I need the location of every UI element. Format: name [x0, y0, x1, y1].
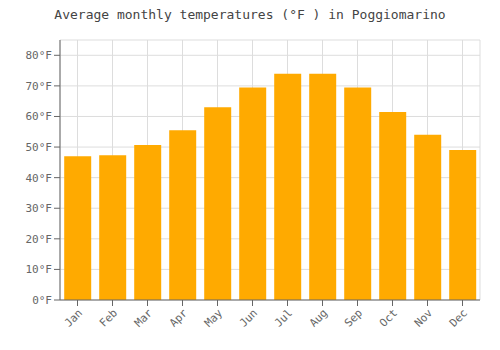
html-text:Average monthly temperatures (: Average monthly temperatures (°F ) in Po… — [54, 7, 446, 22]
svg-text:40°F: 40°F — [26, 172, 53, 185]
svg-text:Apr: Apr — [167, 306, 191, 330]
svg-text:Jun: Jun — [237, 306, 260, 329]
svg-text:Oct: Oct — [377, 306, 400, 329]
svg-text:60°F: 60°F — [26, 110, 53, 123]
svg-text:Dec: Dec — [447, 306, 470, 329]
svg-text:May: May — [202, 306, 226, 330]
svg-text:70°F: 70°F — [26, 80, 53, 93]
svg-text:80°F: 80°F — [26, 49, 53, 62]
svg-text:Jul: Jul — [272, 306, 295, 329]
svg-text:20°F: 20°F — [26, 233, 53, 246]
svg-text:30°F: 30°F — [26, 202, 53, 215]
svg-text:Sep: Sep — [342, 306, 365, 329]
svg-text:Mar: Mar — [132, 306, 156, 330]
svg-text:0°F: 0°F — [32, 294, 52, 307]
svg-text:50°F: 50°F — [26, 141, 53, 154]
svg-text:Nov: Nov — [412, 306, 436, 330]
svg-text:Aug: Aug — [307, 306, 330, 329]
svg-text:10°F: 10°F — [26, 263, 53, 276]
svg-text:Jan: Jan — [62, 306, 85, 329]
svg-text:Feb: Feb — [97, 306, 120, 329]
